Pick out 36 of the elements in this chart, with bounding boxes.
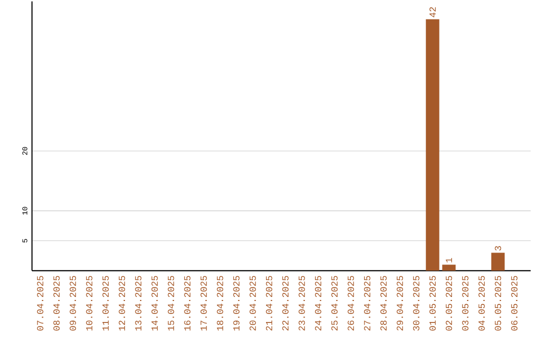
x-tick-label: 02.05.2025 bbox=[446, 276, 452, 331]
x-tick-label: 15.04.2025 bbox=[168, 276, 174, 330]
x-tick-label: 22.04.2025 bbox=[282, 276, 289, 331]
x-tick-label: 30.04.2025 bbox=[413, 276, 420, 331]
x-tick-label: 08.04.2025 bbox=[53, 276, 60, 331]
x-tick-label: 07.04.2025 bbox=[37, 276, 44, 331]
x-tick-label: 27.04.2025 bbox=[364, 276, 370, 331]
x-tick-label: 14.04.2025 bbox=[151, 276, 158, 330]
x-tick-label: 20.04.2025 bbox=[250, 276, 256, 331]
x-tick-label: 13.04.2025 bbox=[135, 276, 142, 330]
data-label: 42 bbox=[429, 7, 436, 18]
data-label: 1 bbox=[446, 258, 452, 262]
x-tick-label: 24.04.2025 bbox=[314, 276, 322, 331]
x-tick-label: 04.05.2025 bbox=[478, 276, 485, 331]
x-tick-label: 03.05.2025 bbox=[462, 276, 468, 331]
data-label: 3 bbox=[494, 246, 502, 251]
x-tick-label: 18.04.2025 bbox=[216, 276, 224, 330]
x-tick-label: 17.04.2025 bbox=[200, 276, 207, 330]
x-tick-label: 16.04.2025 bbox=[184, 276, 190, 330]
x-tick-label: 09.04.2025 bbox=[70, 276, 76, 331]
x-tick-label: 28.04.2025 bbox=[380, 276, 387, 331]
x-tick-label: 06.05.2025 bbox=[511, 276, 518, 331]
x-tick-label: 26.04.2025 bbox=[348, 276, 354, 331]
x-tick-label: 21.04.2025 bbox=[266, 276, 272, 331]
x-tick-label: 23.04.2025 bbox=[298, 276, 305, 331]
x-tick-label: 12.04.2025 bbox=[118, 276, 126, 330]
bar bbox=[426, 19, 440, 271]
x-tick-label: 19.04.2025 bbox=[233, 276, 240, 330]
x-tick-label: 25.04.2025 bbox=[331, 276, 338, 331]
x-tick-label: 11.04.2025 bbox=[102, 276, 109, 330]
x-tick-label: 29.04.2025 bbox=[396, 276, 404, 331]
x-tick-label: 05.05.2025 bbox=[494, 276, 502, 331]
x-tick-label: 01.05.2025 bbox=[429, 276, 436, 331]
bar bbox=[442, 264, 456, 271]
bar bbox=[491, 252, 505, 271]
x-tick-label: 10.04.2025 bbox=[86, 276, 92, 330]
